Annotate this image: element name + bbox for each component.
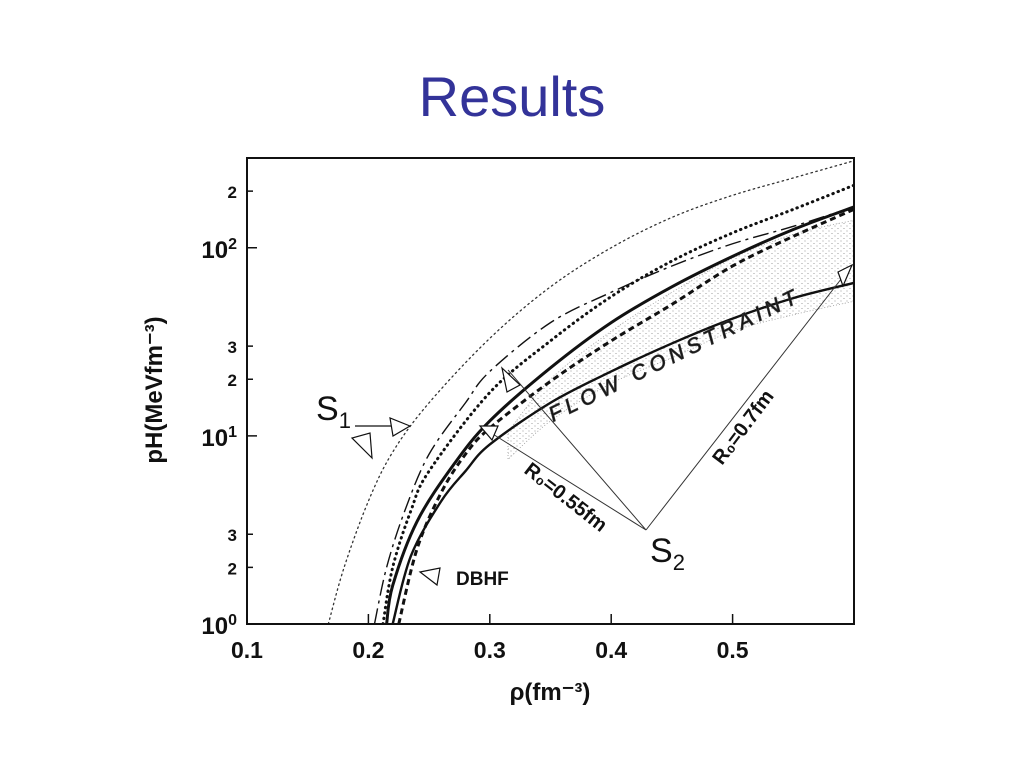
- slide-title: Results: [418, 65, 606, 128]
- s1-arrowhead-down: [350, 432, 373, 460]
- y-tick-label: 2: [228, 559, 237, 578]
- series-line-solid-medium: [391, 281, 854, 624]
- series-line-dotted-thin: [327, 160, 854, 624]
- s2-arrowhead-lower: [478, 425, 499, 442]
- s2-arrowhead-upper: [501, 366, 522, 393]
- y-tick-label: 3: [228, 338, 237, 357]
- s1-annotation: S1: [316, 390, 412, 460]
- y-axis-label: pH(MeVfm⁻³): [141, 316, 168, 463]
- s2-arrowhead-right: [837, 263, 854, 288]
- y-tick-label: 2: [228, 371, 237, 390]
- svg-text:S1: S1: [316, 390, 351, 433]
- series-line-dashed-thick: [397, 207, 854, 624]
- s1-label: S: [316, 390, 339, 428]
- series-line-solid-thick: [385, 205, 854, 624]
- dbhf-arrowhead: [418, 567, 441, 587]
- series-layer: [327, 160, 854, 624]
- svg-text:S2: S2: [650, 532, 685, 575]
- y-tick-label: 2: [228, 183, 237, 202]
- r07-label: R₀=0.7fm: [708, 386, 778, 469]
- series-line-dashdot: [373, 206, 854, 624]
- s2-leader-line-right: [645, 264, 853, 531]
- s1-arrowhead-right: [389, 417, 412, 437]
- x-tick-label: 0.5: [717, 637, 749, 663]
- dbhf-label: DBHF: [456, 569, 509, 590]
- y-tick-label: 101: [201, 424, 237, 452]
- y-tick-label: 102: [201, 236, 237, 264]
- x-tick-label: 0.4: [595, 637, 627, 663]
- x-axis-label: ρ(fm⁻³): [510, 679, 591, 706]
- y-tick-label: 100: [201, 612, 237, 640]
- series-line-dotted-thick: [381, 183, 854, 624]
- plot-frame: [246, 157, 855, 625]
- s2-label: S: [650, 532, 673, 570]
- x-tick-label: 0.3: [474, 637, 506, 663]
- s1-subscript: 1: [339, 408, 351, 433]
- x-tick-label: 0.2: [352, 637, 384, 663]
- y-tick-label: 3: [228, 526, 237, 545]
- r055-label: R₀=0.55fm: [520, 459, 611, 537]
- tick-layer: 0.1 0.2 0.3 0.4 0.5 100 2 3 101 2 3 102 2: [201, 183, 748, 663]
- dbhf-annotation: DBHF: [418, 567, 509, 590]
- s2-subscript: 2: [673, 550, 685, 575]
- x-tick-label: 0.1: [231, 637, 263, 663]
- s2-annotation: S2: [478, 263, 854, 575]
